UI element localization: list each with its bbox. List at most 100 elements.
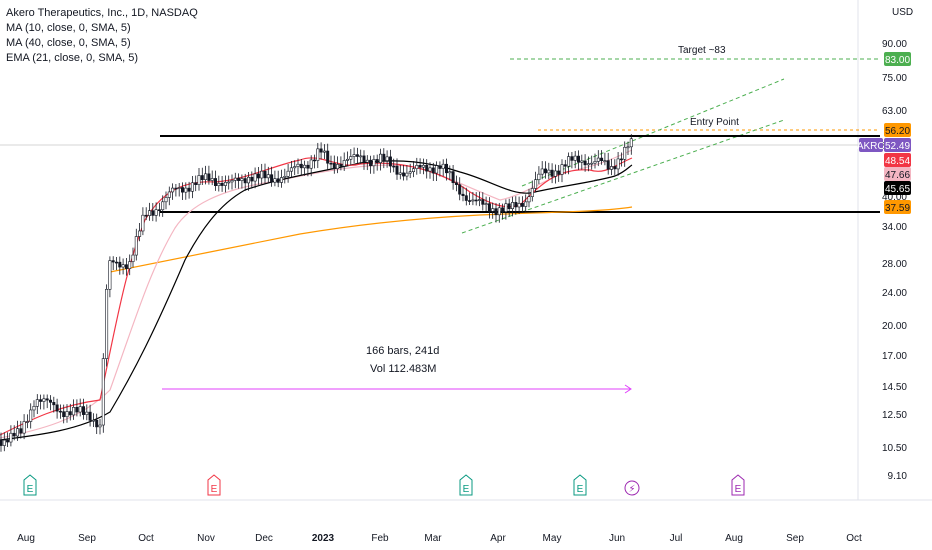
measure-arrow-head bbox=[624, 384, 632, 394]
time-tick-label: Oct bbox=[138, 533, 154, 544]
candle bbox=[105, 284, 109, 367]
time-tick-label: Nov bbox=[197, 533, 215, 544]
candle bbox=[237, 173, 241, 189]
indicator-ema21[interactable]: EMA (21, close, 0, SMA, 5) bbox=[6, 52, 139, 64]
candle bbox=[286, 163, 290, 183]
candle bbox=[517, 196, 521, 214]
candlestick-series[interactable] bbox=[0, 134, 633, 452]
candle bbox=[2, 432, 6, 452]
candle bbox=[299, 159, 303, 176]
earnings-event-icon[interactable]: E bbox=[23, 474, 37, 496]
earnings-event-icon[interactable]: E bbox=[459, 474, 473, 496]
price-tag-support: 37.59 bbox=[884, 200, 911, 214]
indicator-ma40[interactable]: MA (40, close, 0, SMA, 5) bbox=[6, 37, 131, 49]
price-axis[interactable]: 90.0075.0063.0050.0040.0034.0028.0024.00… bbox=[882, 39, 907, 482]
candle bbox=[75, 399, 79, 417]
candle bbox=[494, 203, 498, 223]
candle bbox=[151, 203, 155, 222]
candle bbox=[223, 175, 227, 193]
event-label: E bbox=[27, 484, 34, 495]
candle bbox=[184, 182, 188, 200]
candle bbox=[279, 169, 283, 188]
candle bbox=[243, 173, 247, 191]
indicator-ma10[interactable]: MA (10, close, 0, SMA, 5) bbox=[6, 22, 131, 34]
time-tick-label: May bbox=[543, 533, 562, 544]
candle bbox=[408, 163, 412, 179]
time-tick-label: Apr bbox=[490, 533, 506, 544]
candle bbox=[359, 149, 363, 164]
candle bbox=[428, 162, 432, 179]
candle bbox=[161, 195, 165, 217]
candle bbox=[491, 202, 495, 219]
candle bbox=[214, 170, 218, 191]
candle bbox=[174, 183, 178, 197]
price-tick-label: 9.10 bbox=[888, 471, 908, 482]
candle bbox=[230, 174, 234, 190]
candle bbox=[227, 175, 231, 190]
candle bbox=[600, 150, 604, 165]
candle bbox=[25, 414, 29, 429]
candle bbox=[250, 171, 254, 189]
symbol-title[interactable]: Akero Therapeutics, Inc., 1D, NASDAQ bbox=[6, 7, 198, 19]
candle bbox=[365, 155, 369, 171]
chart-legend: Akero Therapeutics, Inc., 1D, NASDAQ MA … bbox=[6, 6, 198, 66]
candle bbox=[527, 188, 531, 208]
candle bbox=[530, 180, 534, 202]
candle bbox=[65, 404, 69, 423]
candle bbox=[398, 164, 402, 180]
time-axis[interactable]: Aug Sep Oct Nov Dec 2023 Feb Mar Apr May Jun Jul Aug… bbox=[17, 533, 862, 544]
candle bbox=[431, 162, 435, 181]
entry-label: Entry Point bbox=[690, 117, 739, 128]
dividend-event-icon[interactable]: ⚡ bbox=[624, 480, 640, 496]
candle bbox=[121, 258, 125, 275]
candle bbox=[6, 432, 10, 448]
price-tick-label: 63.00 bbox=[882, 106, 907, 117]
candle bbox=[39, 394, 43, 410]
candle bbox=[187, 181, 191, 199]
candle bbox=[118, 256, 122, 275]
candle bbox=[263, 163, 267, 184]
candle bbox=[435, 161, 439, 182]
price-tag-ema21: 47.66 bbox=[884, 167, 911, 181]
candle bbox=[210, 170, 214, 186]
price-tag-text: 45.65 bbox=[885, 184, 910, 195]
candle bbox=[200, 167, 204, 185]
candle bbox=[352, 147, 356, 164]
candle bbox=[240, 174, 244, 189]
candle bbox=[560, 159, 564, 183]
candle bbox=[444, 158, 448, 181]
candle bbox=[95, 413, 99, 434]
price-tag-ma40: 45.65 bbox=[884, 181, 911, 195]
candle bbox=[345, 151, 349, 166]
time-tick-label: Jul bbox=[670, 533, 683, 544]
candle bbox=[481, 192, 485, 211]
event-label: E bbox=[463, 484, 470, 495]
event-label: ⚡ bbox=[628, 484, 635, 495]
earnings-event-icon[interactable]: E bbox=[731, 474, 745, 496]
candle bbox=[144, 207, 148, 221]
price-tags: 83.00 56.20 AKRO 52.49 48.54 47.66 45.65 37.59 bbox=[857, 52, 911, 214]
time-tick-label: Dec bbox=[255, 533, 273, 544]
candle bbox=[309, 155, 313, 177]
target-label: Target ~83 bbox=[678, 45, 726, 56]
candle bbox=[312, 154, 316, 169]
candle bbox=[220, 175, 224, 192]
ema21-line bbox=[0, 149, 633, 439]
candle bbox=[583, 154, 587, 172]
earnings-event-icon[interactable]: E bbox=[207, 474, 221, 496]
price-tag-resistance: 56.20 bbox=[884, 123, 911, 137]
candle bbox=[293, 160, 297, 176]
candle bbox=[260, 163, 264, 185]
candle bbox=[336, 156, 340, 174]
earnings-event-icon[interactable]: E bbox=[573, 474, 587, 496]
candle bbox=[98, 419, 102, 435]
candle bbox=[134, 228, 138, 261]
candle bbox=[124, 257, 128, 276]
price-tag-ma10: 48.54 bbox=[884, 153, 911, 167]
candle bbox=[88, 404, 92, 427]
candle bbox=[438, 161, 442, 177]
candle bbox=[62, 404, 66, 424]
measure-bars-label: 166 bars, 241d bbox=[366, 345, 439, 357]
candle bbox=[141, 207, 145, 236]
